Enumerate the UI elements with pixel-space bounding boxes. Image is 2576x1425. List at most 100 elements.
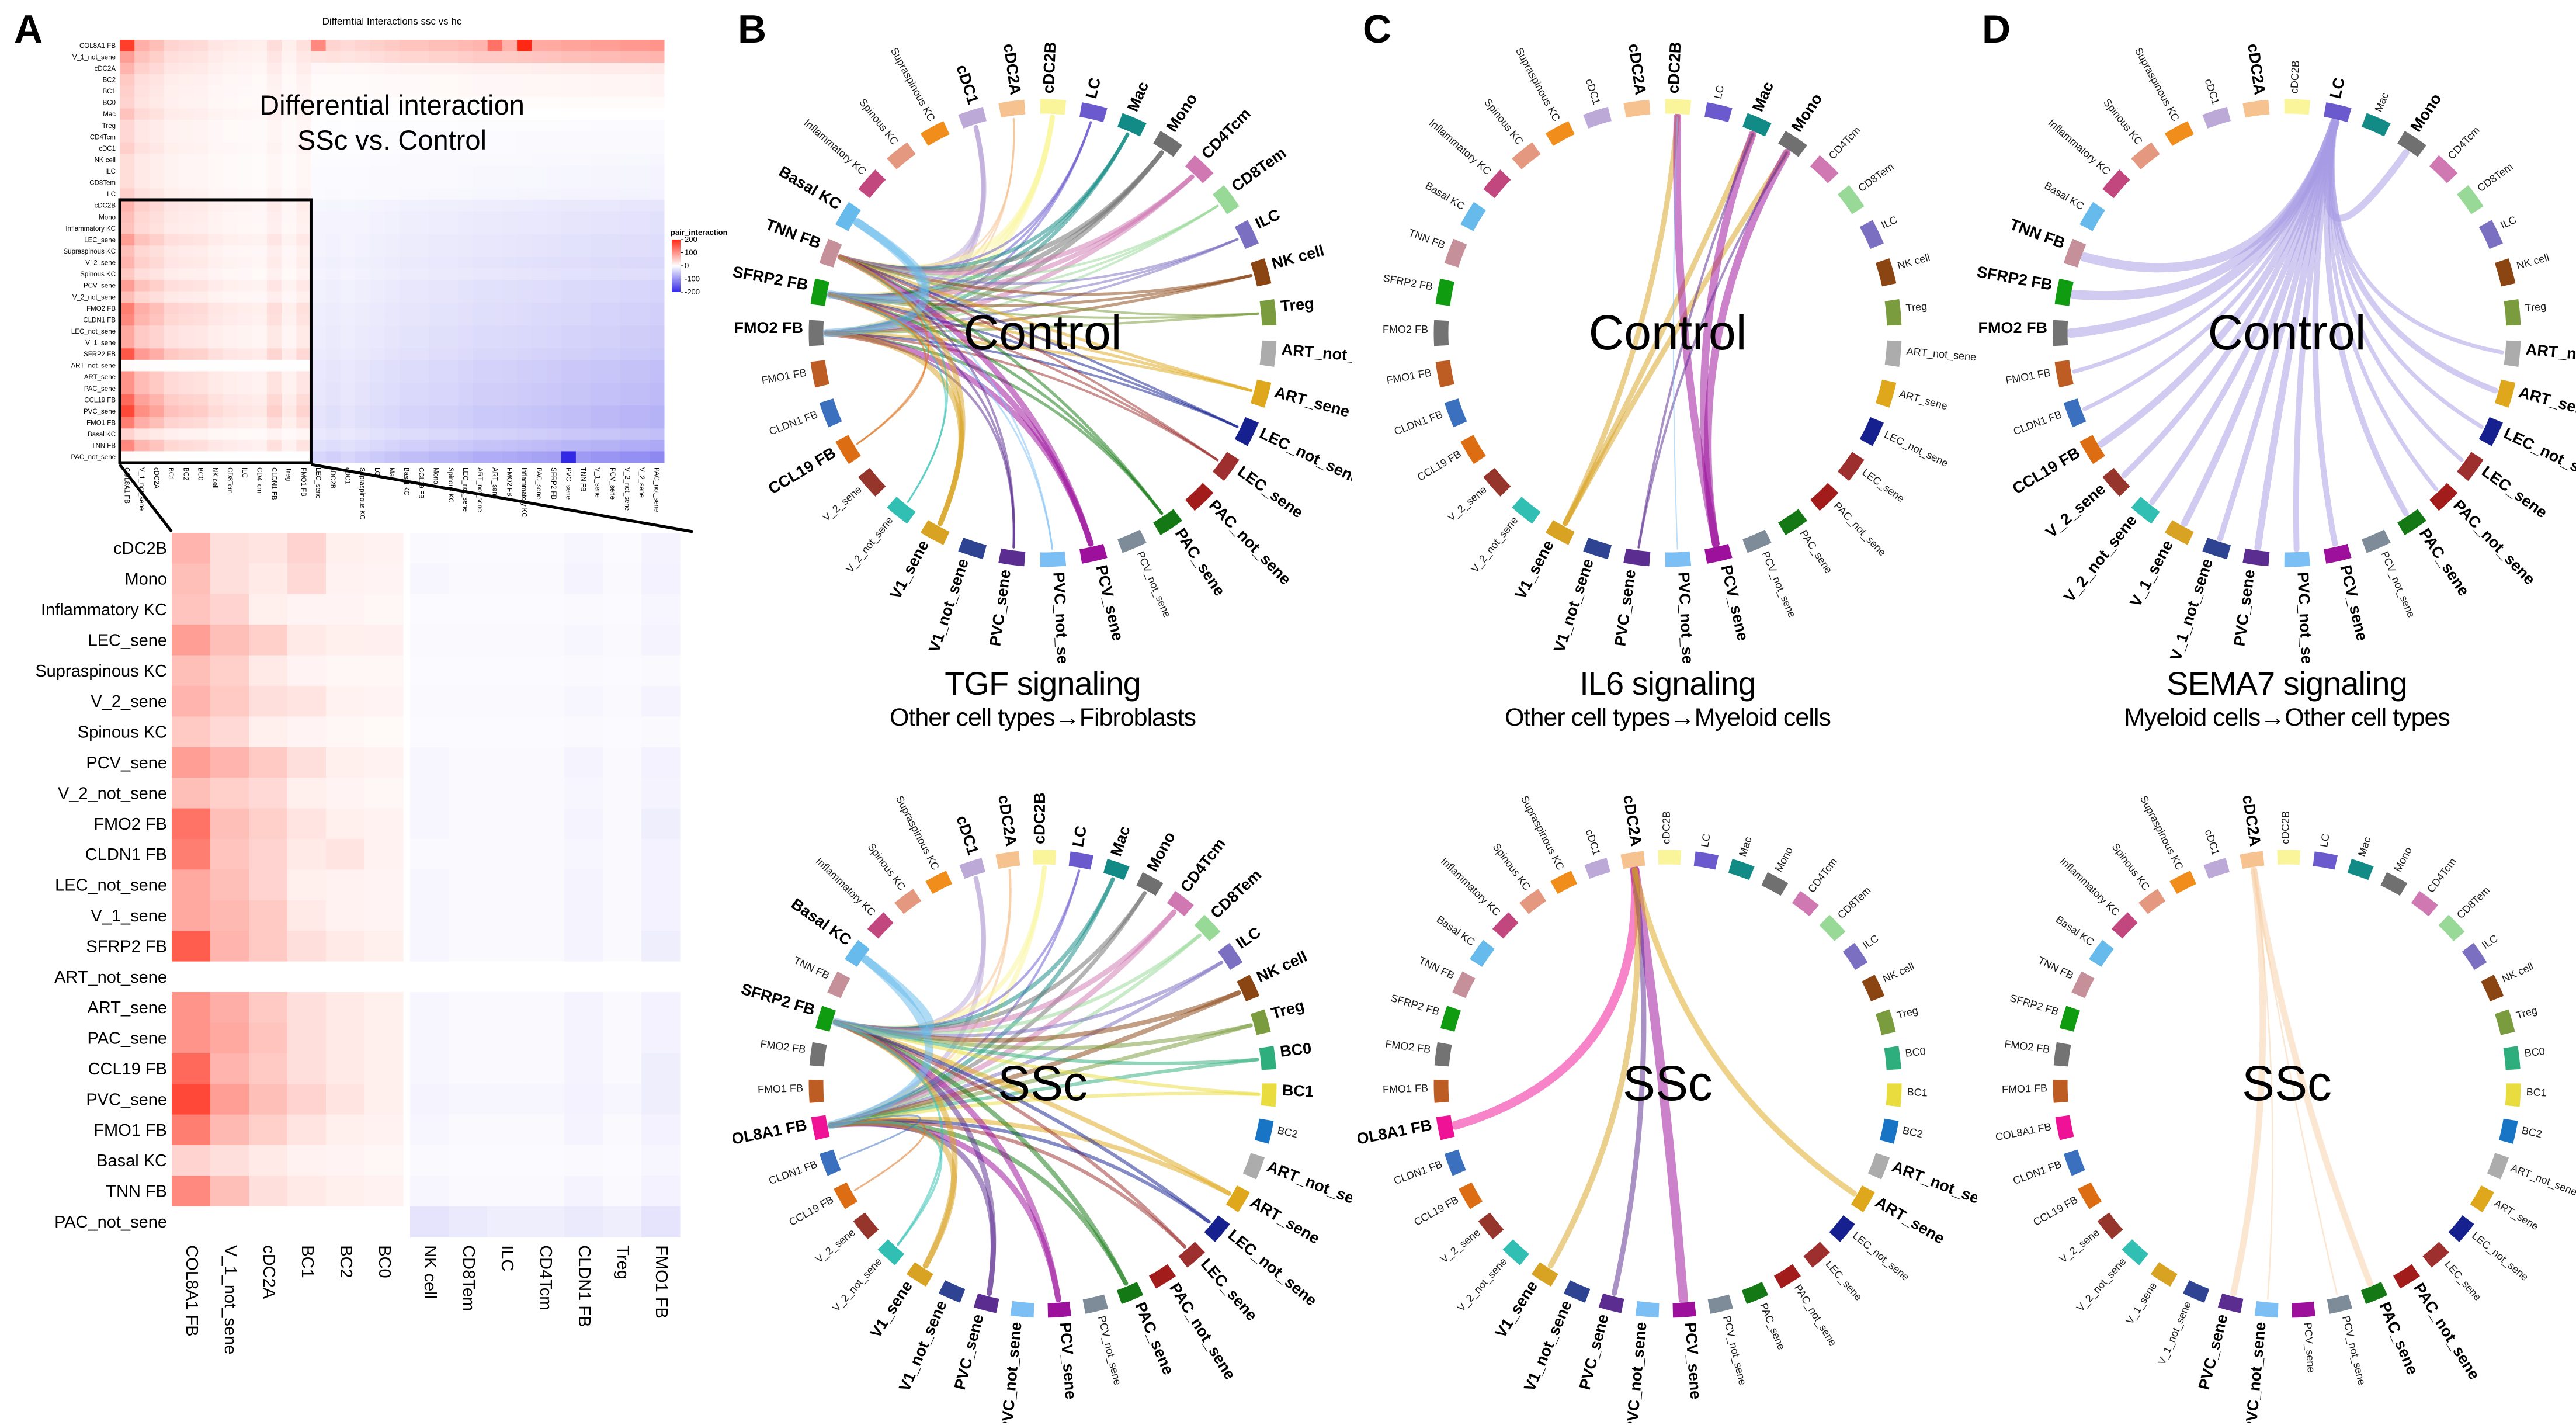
top-heatmap-cell [575,154,591,166]
top-heatmap-cell [473,417,488,429]
top-heatmap-cell [193,199,209,212]
il6-title: IL6 signaling [1579,665,1756,702]
top-heatmap-cell [649,325,665,338]
top-heatmap-cell [149,211,165,223]
top-heatmap-cell [399,143,415,155]
top-heatmap-cell [487,245,503,258]
top-heatmap-cell [208,394,223,406]
chord-node-ilc [2478,220,2503,249]
top-heatmap-cell [546,325,562,338]
top-heatmap-cell [487,428,503,441]
top-heatmap-cell [399,85,415,98]
top-heatmap-cell [296,348,311,360]
top-heatmap-cell [296,96,311,109]
zoom-heatmap-cell [526,1084,565,1115]
top-heatmap-cell [340,96,356,109]
chord-node-label: FMO1 FB [1383,1082,1429,1095]
top-heatmap-cell [178,245,194,258]
top-heatmap-cell [266,131,282,143]
top-heatmap-cell [223,417,238,429]
top-heatmap-cell [282,451,297,463]
top-heatmap-cell [193,428,209,441]
zoom-heatmap-cell [603,869,642,901]
chord-node-pcv_sene [1047,1301,1071,1318]
chord-node-lec_not_sene [1829,1215,1855,1242]
top-heatmap-cell [487,108,503,120]
top-heatmap-cell [546,451,562,463]
top-heatmap-cell [561,131,577,143]
top-heatmap-cell [502,211,518,223]
top-heatmap-cell [502,165,518,178]
zoom-heatmap-cell [172,808,211,840]
top-heatmap-cell [414,348,429,360]
top-heatmap-cell [575,394,591,406]
top-heatmap-cell [266,439,282,452]
top-heatmap-col-label: Supraspinous KC [359,467,366,520]
top-heatmap-cell [502,359,518,372]
top-heatmap-cell [252,188,268,200]
zoom-heatmap-cell [210,1114,249,1146]
top-heatmap-cell [473,245,488,258]
top-heatmap-cell [311,85,327,98]
top-heatmap-cell [237,96,253,109]
top-heatmap-cell [414,154,429,166]
top-heatmap-cell [575,188,591,200]
zoom-heatmap-cell [526,625,565,656]
chord-node-spinous-kc [1519,889,1547,914]
top-heatmap-cell [414,245,429,258]
top-heatmap-cell [237,394,253,406]
chord-node-fmo1-fb [2054,360,2074,388]
top-heatmap-cell [428,279,444,292]
top-heatmap-cell [149,234,165,246]
zoom-heatmap-cell [526,931,565,962]
top-heatmap-cell [561,314,577,326]
top-heatmap-cell [237,108,253,120]
top-heatmap-cell [340,154,356,166]
top-heatmap-cell [208,348,223,360]
top-heatmap-cell [370,211,385,223]
zoom-heatmap-cell [210,900,249,931]
top-heatmap-cell [443,108,459,120]
top-heatmap-cell [428,119,444,132]
chord-node-cdc1 [958,106,987,129]
chord-node-label: PCV_sene [1057,1322,1080,1400]
top-heatmap-cell [296,394,311,406]
top-heatmap-cell [575,85,591,98]
chord-node-label: cDC2B [1030,792,1049,844]
top-heatmap-cell [487,348,503,360]
chord-node-mono [1761,872,1789,896]
top-heatmap-cell [384,428,400,441]
top-heatmap-cell [237,176,253,189]
zoom-heatmap-cell [641,594,681,625]
zoom-heatmap-cell [564,1022,603,1054]
chord-center-label: Control [2208,305,2366,360]
top-heatmap-cell [134,108,150,120]
chord-node-tnn-fb [2063,238,2087,268]
zoom-heatmap-cell [526,563,565,595]
chord-node-nk-cell [2494,258,2516,287]
zoom-heatmap-cell [172,1145,211,1176]
top-heatmap-cell [575,143,591,155]
chord-node-basal-kc [1470,939,1495,967]
chord-node-cdc2a [2242,99,2270,118]
zoom-heatmap-cell [364,992,404,1023]
top-heatmap-cell [399,325,415,338]
top-heatmap-cell [649,96,665,109]
zoom-heatmap-cell [410,1114,449,1146]
top-heatmap-cell [340,74,356,86]
chord-node-label: ART_not_sene [2509,1162,2576,1199]
chord-link [839,204,1219,279]
chord-node-lec_sene [1837,452,1865,481]
top-heatmap-cell [561,371,577,383]
zoom-heatmap-cell [564,839,603,870]
top-heatmap-cell [502,337,518,349]
top-heatmap-cell [561,348,577,360]
zoom-heatmap-col-label: cDC2A [259,1245,278,1299]
sema7-title-block: SEMA7 signaling Myeloid cells→Other cell… [1977,665,2576,734]
top-heatmap-cell [473,188,488,200]
top-heatmap-row-label: PVC_sene [84,408,116,415]
zoom-heatmap-cell [249,625,288,656]
top-heatmap-cell [634,40,650,52]
top-heatmap-cell [237,256,253,269]
il6-control-chord-diagram: cDC1 cDC2A cDC2B LC Mac MonoCD4TcmCD8TemILCNK… [1382,41,1977,663]
